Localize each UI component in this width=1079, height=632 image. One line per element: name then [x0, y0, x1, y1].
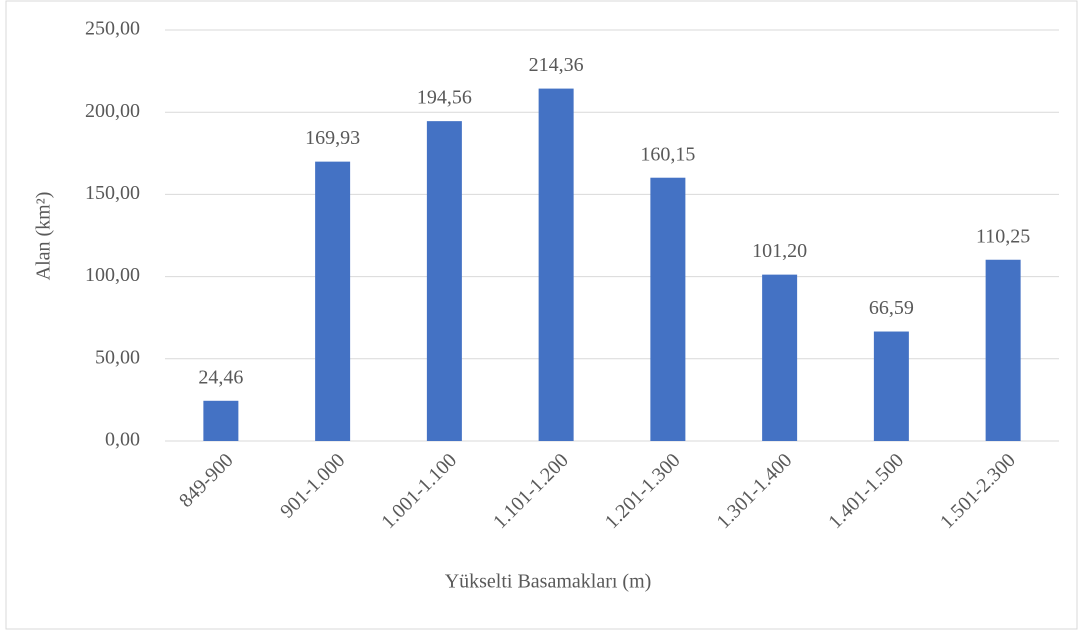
- bar: [538, 88, 574, 441]
- data-label: 160,15: [640, 143, 695, 165]
- data-label: 214,36: [529, 54, 584, 76]
- y-tick-label: 0,00: [105, 429, 140, 451]
- bar: [426, 121, 462, 441]
- y-axis-title: Alan (km²): [33, 192, 55, 281]
- data-label: 169,93: [305, 127, 360, 149]
- bar: [985, 259, 1021, 441]
- x-axis-title: Yükselti Basamakları (m): [445, 571, 652, 593]
- bar: [762, 274, 798, 441]
- y-tick-label: 250,00: [85, 18, 140, 40]
- bar: [203, 400, 239, 441]
- y-tick-label: 200,00: [85, 100, 140, 122]
- data-label: 110,25: [976, 225, 1030, 247]
- y-tick-label: 100,00: [85, 264, 140, 286]
- data-label: 24,46: [198, 366, 243, 388]
- bar: [650, 177, 686, 442]
- bar: [315, 161, 351, 442]
- bar: [873, 331, 909, 441]
- data-label: 101,20: [752, 240, 807, 262]
- data-label: 66,59: [869, 297, 914, 319]
- data-label: 194,56: [417, 87, 472, 109]
- y-tick-label: 50,00: [95, 346, 140, 368]
- y-tick-label: 150,00: [85, 182, 140, 204]
